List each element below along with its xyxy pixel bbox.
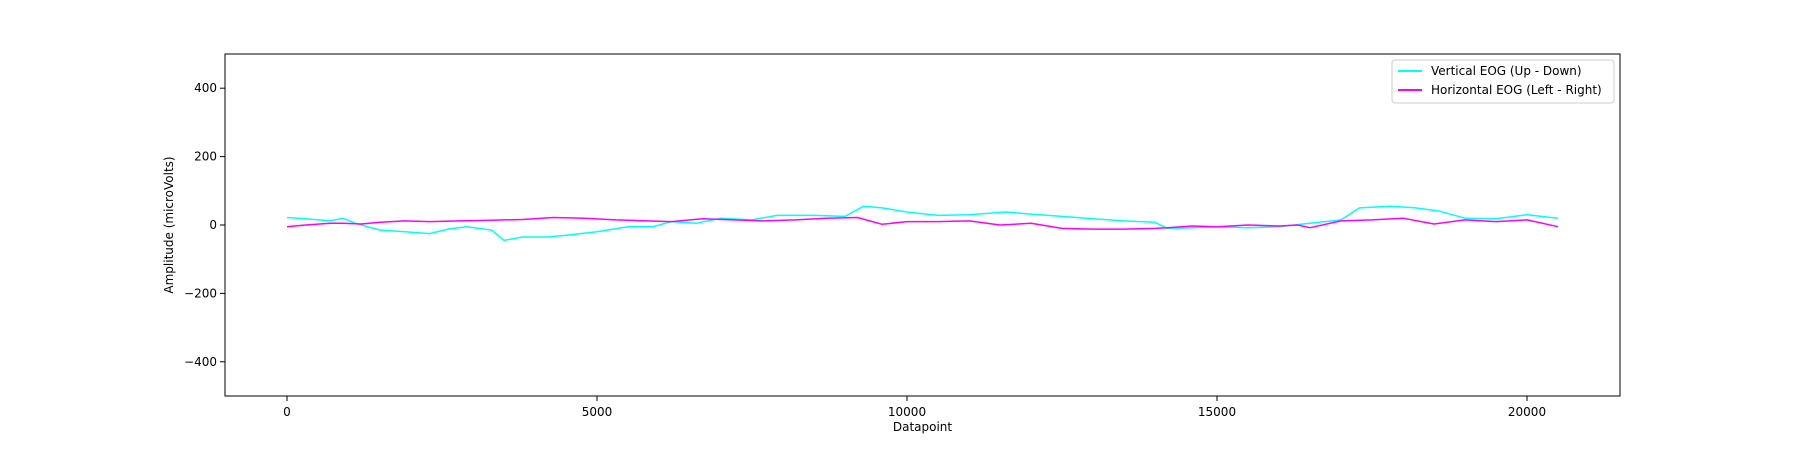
y-axis-ticks: −400 −200 0 200 400	[184, 81, 225, 369]
legend-box	[1391, 59, 1615, 104]
y-tick-label: 200	[194, 150, 217, 164]
plot-area	[225, 54, 1620, 396]
plot-frame	[224, 53, 1621, 397]
legend-label-horizontal-eog: Horizontal EOG (Left - Right)	[1431, 83, 1602, 97]
y-tick-label: −200	[184, 286, 217, 300]
x-tick-label: 20000	[1508, 405, 1546, 419]
y-axis-label: Amplitude (microVolts)	[162, 156, 176, 293]
x-tick-label: 15000	[1198, 405, 1236, 419]
y-tick-label: 0	[209, 218, 217, 232]
x-tick-label: 10000	[888, 405, 926, 419]
x-tick-label: 5000	[582, 405, 613, 419]
legend-label-vertical-eog: Vertical EOG (Up - Down)	[1431, 64, 1582, 78]
series-layer	[286, 205, 1559, 242]
x-tick-label: 0	[283, 405, 291, 419]
x-axis-label: Datapoint	[893, 420, 953, 434]
x-axis-ticks: 0 5000 10000 15000 20000	[283, 396, 1546, 419]
y-tick-label: 400	[194, 81, 217, 95]
series-line-horizontal-eog	[286, 216, 1559, 230]
y-tick-label: −400	[184, 355, 217, 369]
series-line-vertical-eog	[286, 205, 1559, 242]
legend: Vertical EOG (Up - Down) Horizontal EOG …	[1391, 59, 1615, 104]
